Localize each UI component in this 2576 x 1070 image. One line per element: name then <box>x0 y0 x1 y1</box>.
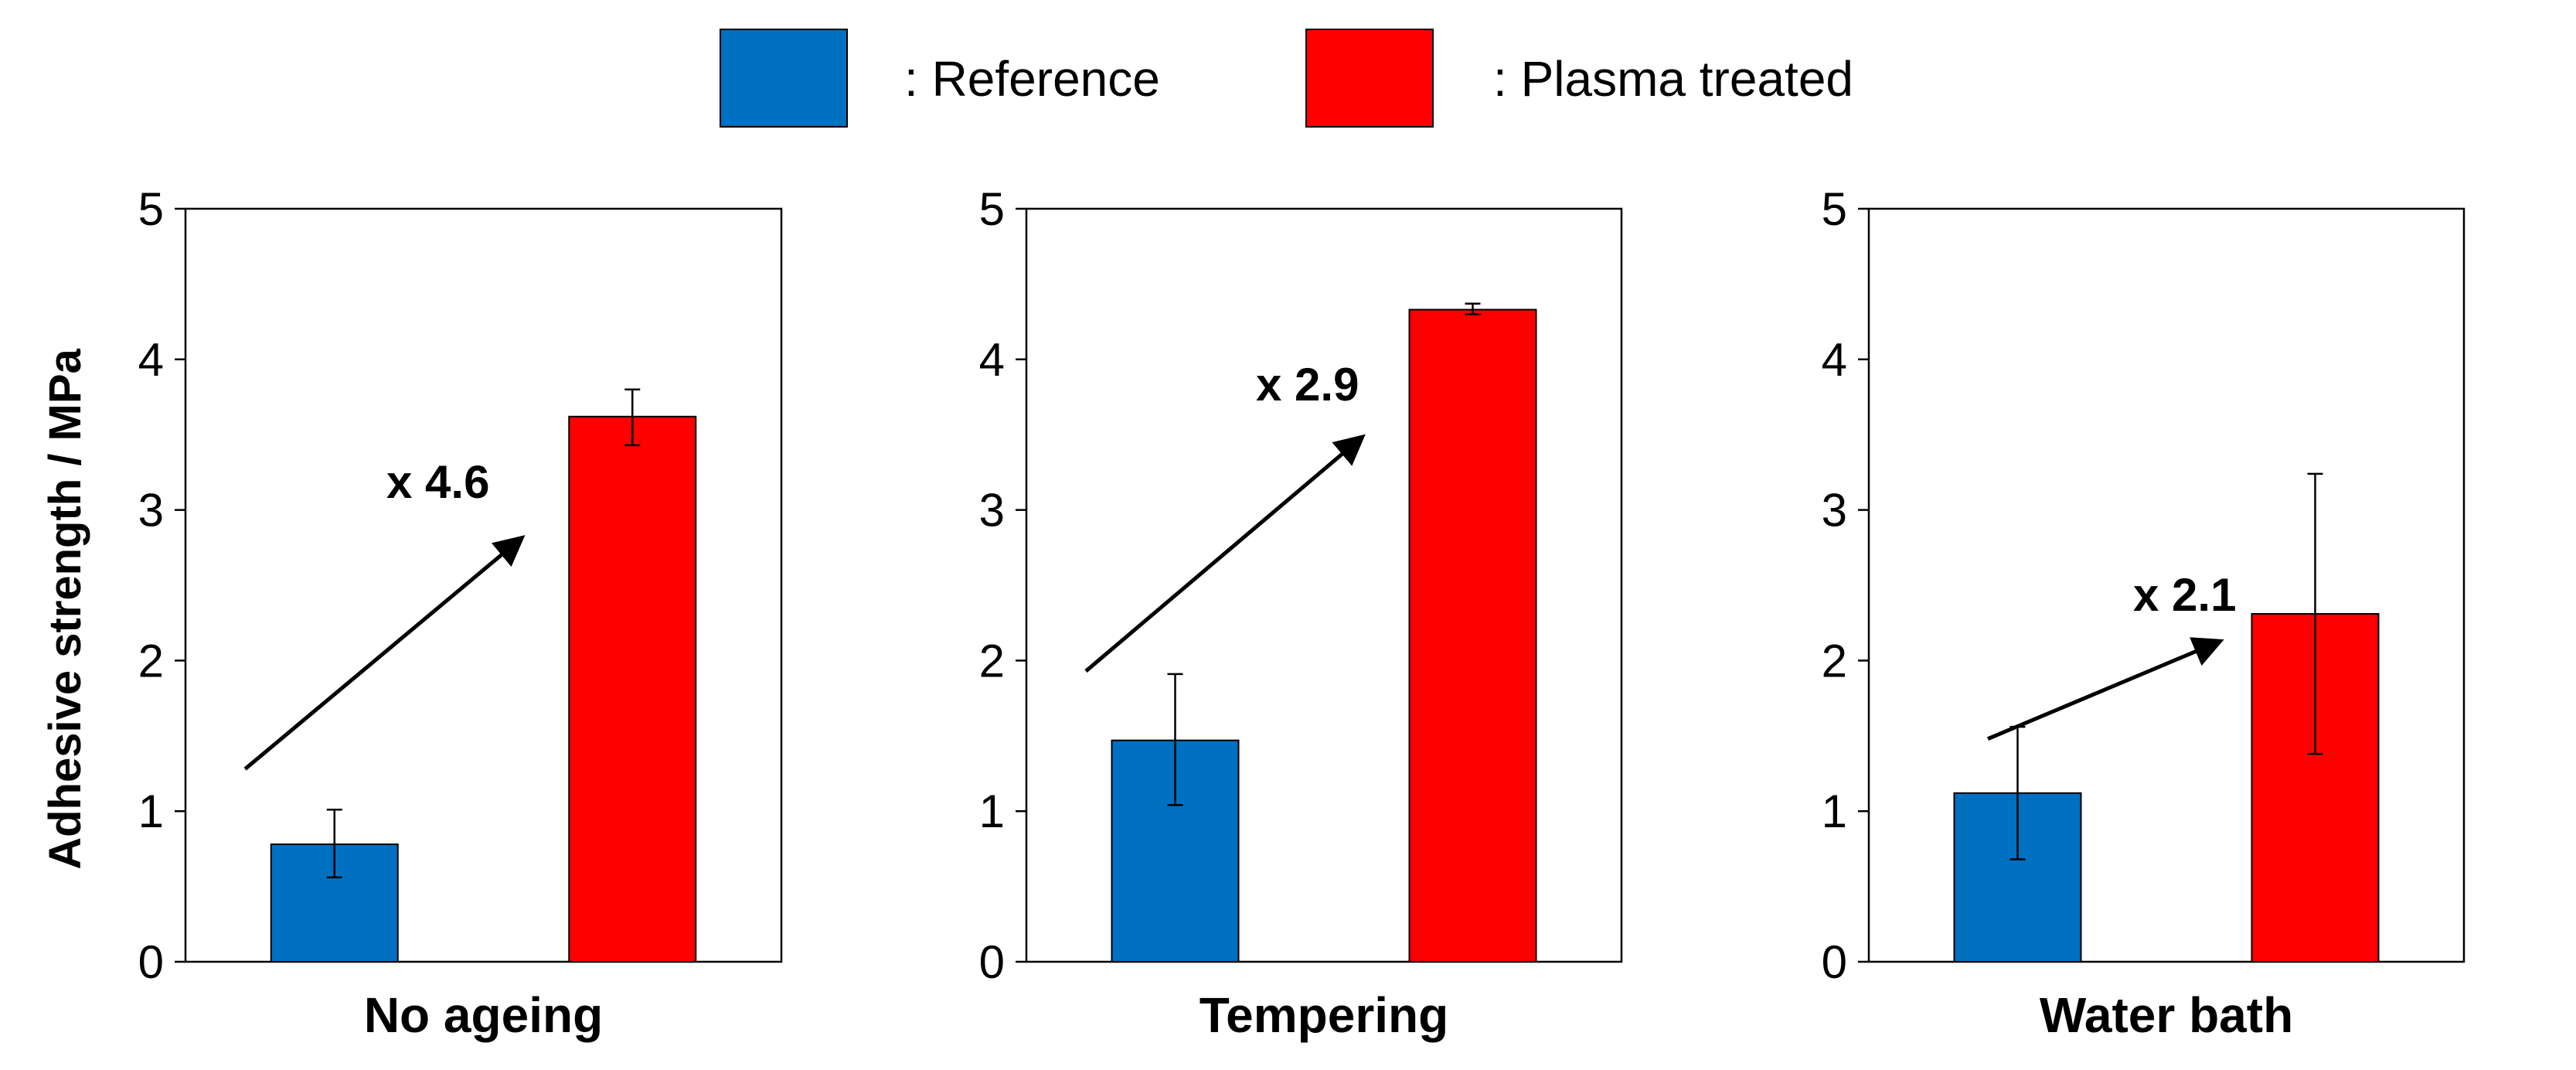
x-axis-label: Water bath <box>2040 987 2293 1043</box>
y-tick-label: 5 <box>138 183 164 235</box>
y-tick-label: 5 <box>979 183 1005 235</box>
legend-label-plasma: : Plasma treated <box>1493 51 1853 107</box>
legend-swatch-reference <box>720 29 848 128</box>
legend: : Reference : Plasma treated <box>720 29 1853 128</box>
y-axis-label: Adhesive strength / MPa <box>40 348 90 869</box>
y-tick-label: 1 <box>138 785 164 837</box>
x-axis-label: Tempering <box>1200 987 1448 1043</box>
annotation-label: x 2.1 <box>2133 569 2236 621</box>
y-tick-label: 3 <box>1822 485 1847 537</box>
chart-panel-1: 0 1 2 3 4 5 No ageing x 4.6 <box>138 183 783 1043</box>
y-tick-label: 0 <box>138 936 164 988</box>
legend-swatch-plasma <box>1305 29 1434 128</box>
bar-plasma <box>1408 308 1537 963</box>
y-tick-label: 1 <box>1822 785 1847 837</box>
annotation-arrow <box>243 535 526 771</box>
y-tick-label: 5 <box>1822 183 1847 235</box>
y-tick-label: 4 <box>1822 334 1847 386</box>
y-tick-label: 2 <box>979 635 1005 687</box>
x-axis-label: No ageing <box>364 987 603 1043</box>
y-tick-label: 0 <box>979 936 1005 988</box>
chart-panel-2: 0 1 2 3 4 5 Tempering x 2.9 <box>979 183 1623 1043</box>
y-tick-label: 3 <box>979 485 1005 537</box>
y-tick-label: 0 <box>1822 936 1847 988</box>
legend-label-reference: : Reference <box>904 51 1160 107</box>
chart-panel-3: 0 1 2 3 4 5 Water bath x 2.1 <box>1822 183 2465 1043</box>
plot-frame <box>1025 207 1623 963</box>
plot-frame <box>184 207 783 963</box>
plot-frame <box>1867 207 2465 963</box>
y-tick-label: 1 <box>979 785 1005 837</box>
annotation-arrow <box>1084 434 1366 673</box>
y-tick-label: 4 <box>979 334 1005 386</box>
y-tick-label: 3 <box>138 485 164 537</box>
y-tick-label: 4 <box>138 334 164 386</box>
annotation-label: x 4.6 <box>386 456 489 508</box>
y-tick-label: 2 <box>1822 635 1847 687</box>
y-tick-label: 2 <box>138 635 164 687</box>
annotation-arrow <box>1987 637 2224 741</box>
annotation-label: x 2.9 <box>1256 359 1359 411</box>
bar-plasma <box>568 415 697 963</box>
panels: 0 1 2 3 4 5 No ageing x 4.6 0 1 2 3 4 5 Tempering x 2.9… <box>138 183 2465 1043</box>
